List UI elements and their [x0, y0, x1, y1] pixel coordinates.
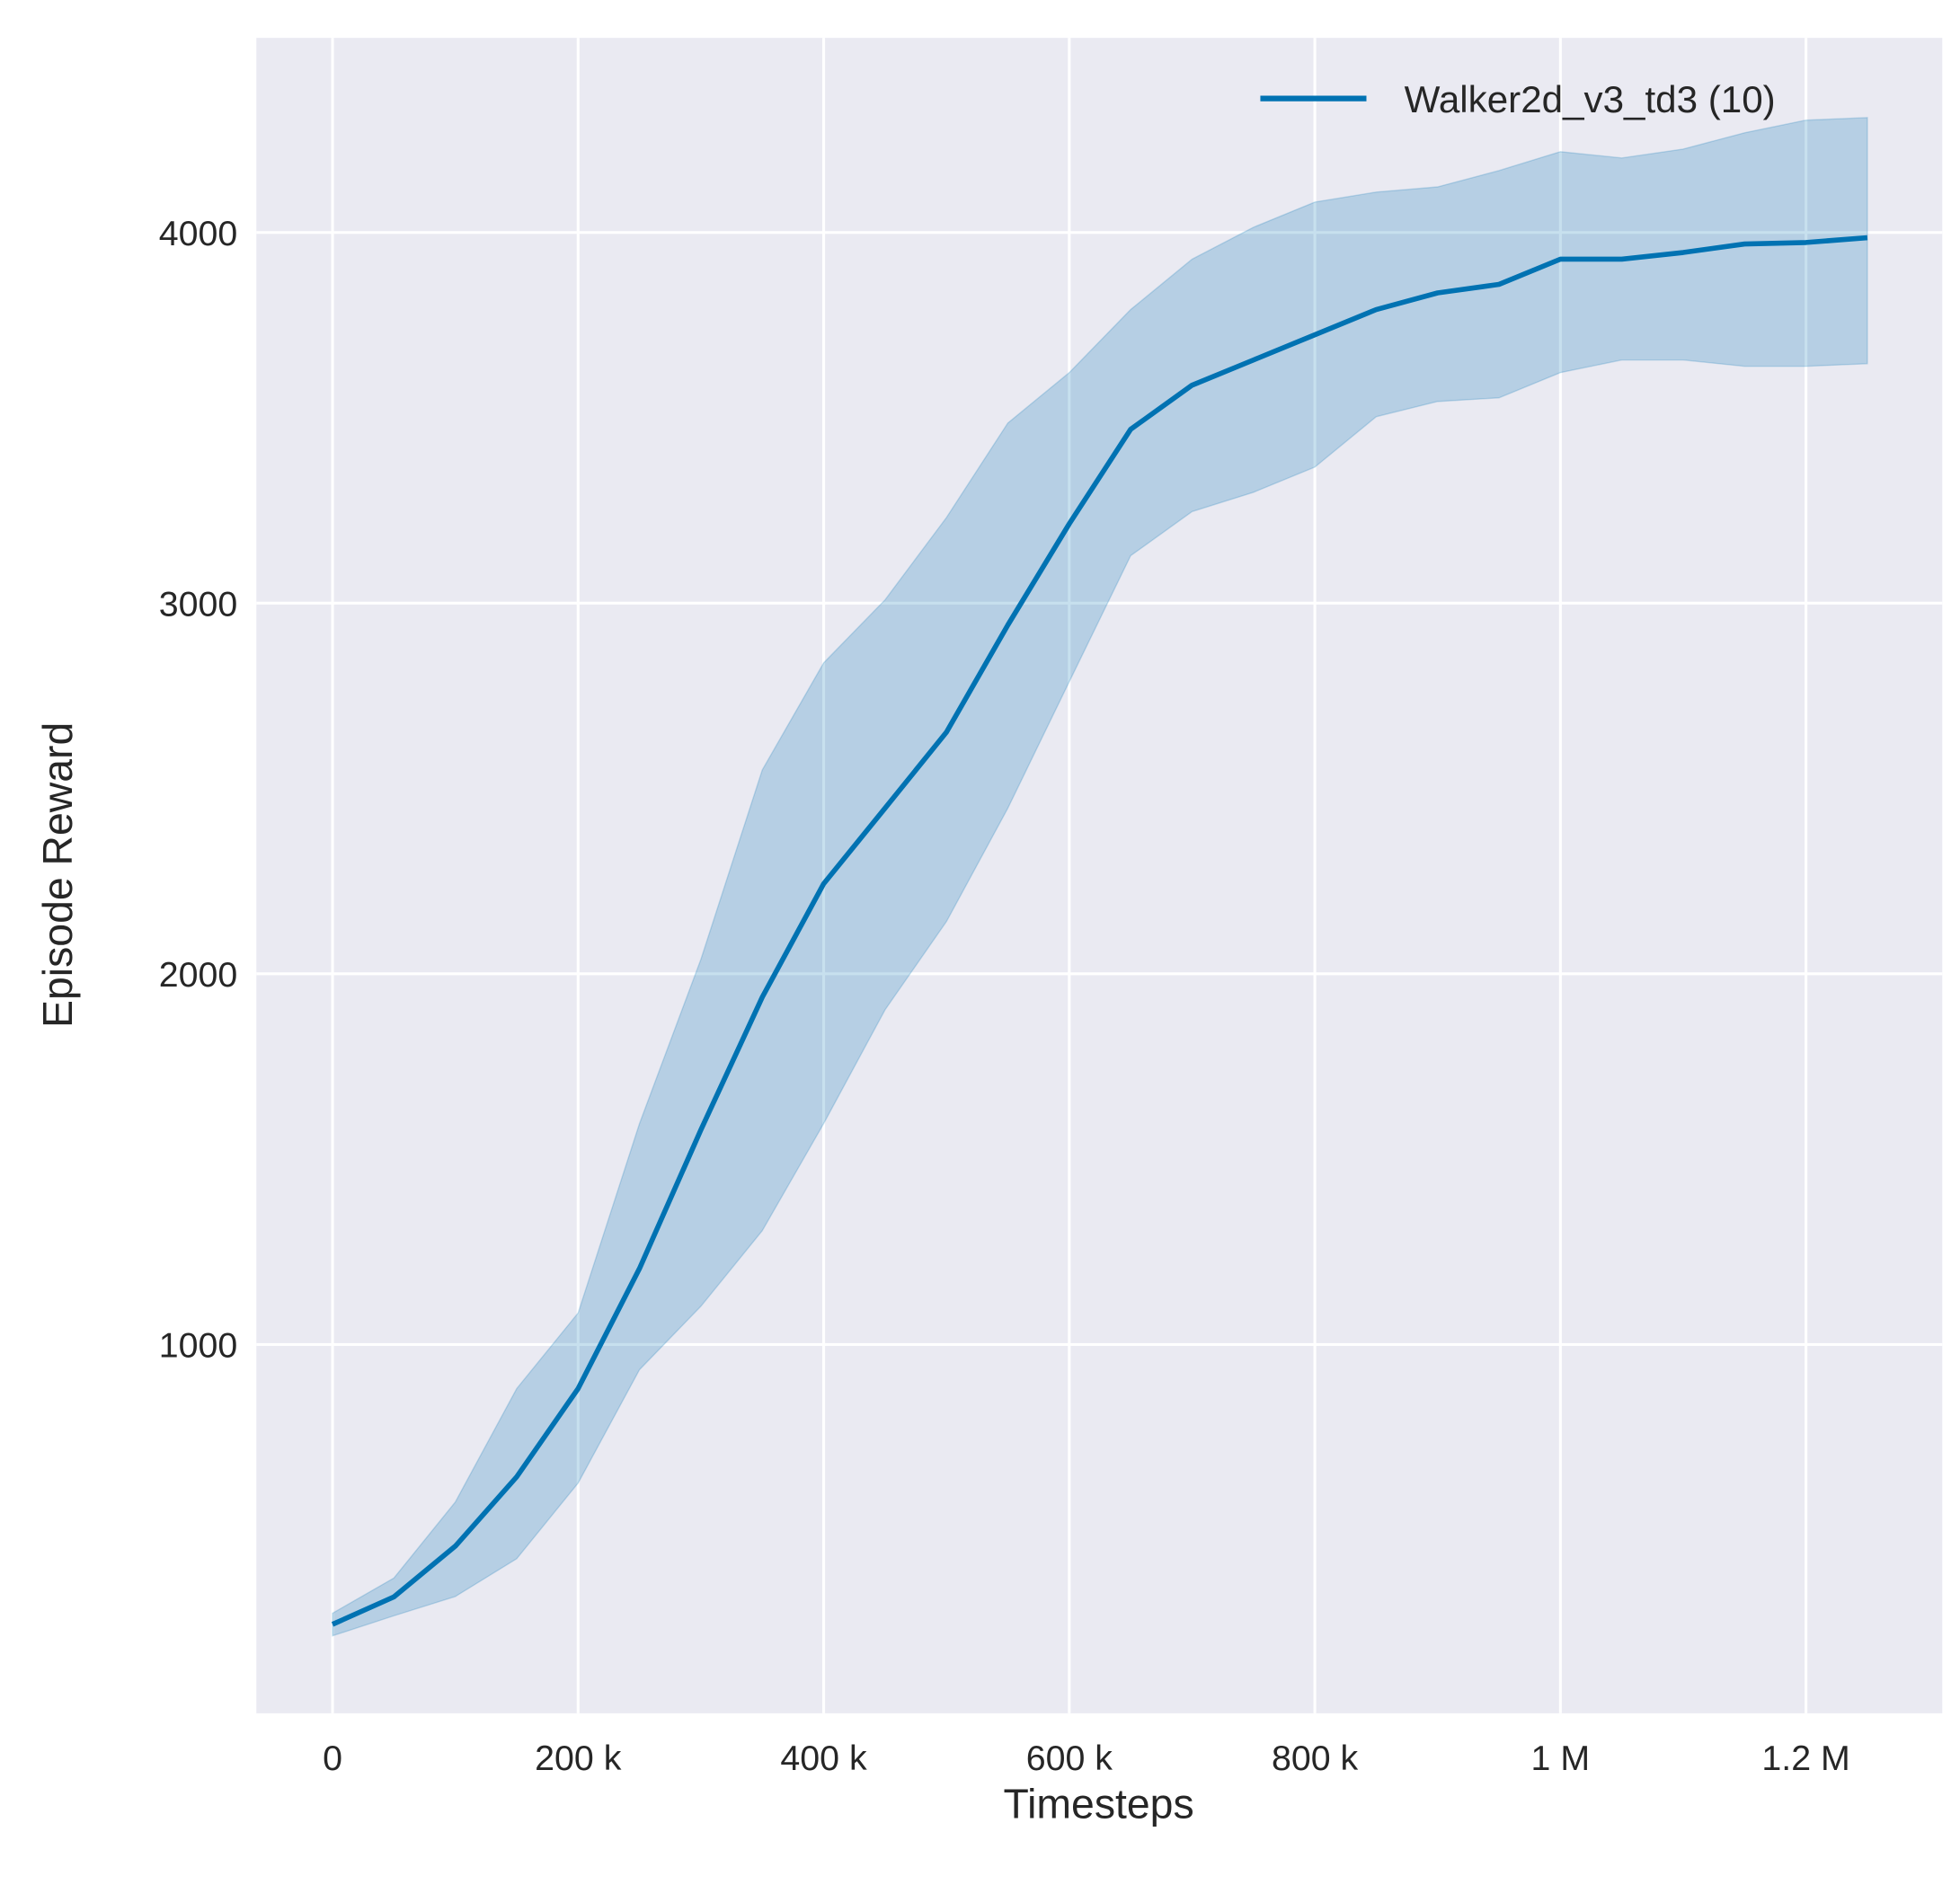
- y-axis-label: Episode Reward: [34, 722, 81, 1028]
- x-tick-label: 0: [323, 1739, 342, 1778]
- x-tick-label: 200 k: [535, 1739, 622, 1778]
- y-tick-label: 1000: [159, 1325, 238, 1365]
- series-band: [332, 117, 1868, 1637]
- series-line: [331, 235, 1868, 1627]
- x-tick-label: 400 k: [780, 1739, 867, 1778]
- confidence-band: [332, 117, 1868, 1637]
- legend: Walker2d_v3_td3 (10): [1260, 78, 1776, 120]
- x-tick-label: 1 M: [1531, 1739, 1591, 1778]
- plot-background: [256, 38, 1943, 1713]
- x-tick-label: 1.2 M: [1761, 1739, 1849, 1778]
- y-ticks: 1000 2000 3000 4000: [159, 214, 238, 1366]
- series-lines: [331, 235, 1868, 1627]
- x-tick-label: 600 k: [1026, 1739, 1113, 1778]
- legend-label: Walker2d_v3_td3 (10): [1405, 78, 1776, 120]
- grid: [256, 38, 1943, 1713]
- y-tick-label: 3000: [159, 584, 238, 624]
- y-tick-label: 4000: [159, 214, 238, 253]
- x-axis-label: Timesteps: [1004, 1781, 1194, 1827]
- y-tick-label: 2000: [159, 955, 238, 995]
- x-ticks: 0 200 k 400 k 600 k 800 k 1 M 1.2 M: [323, 1739, 1850, 1778]
- x-tick-label: 800 k: [1272, 1739, 1359, 1778]
